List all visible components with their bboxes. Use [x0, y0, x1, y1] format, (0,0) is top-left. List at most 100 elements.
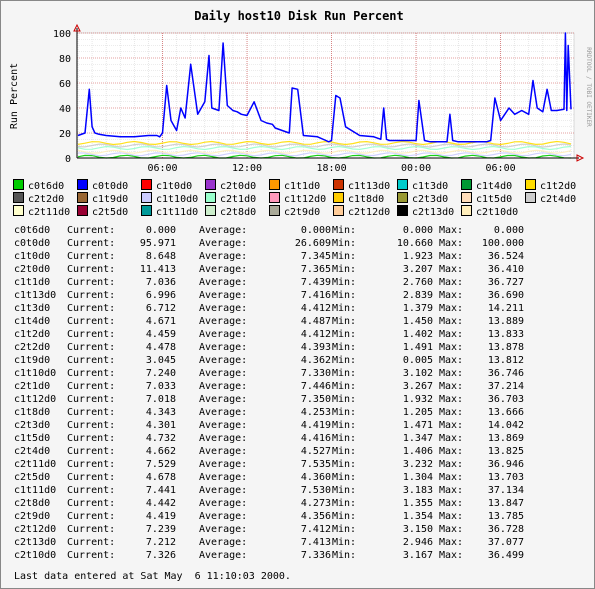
current-value: 7.239: [145, 524, 176, 535]
legend-label: c2t9d0: [284, 207, 321, 218]
current-label: Current:: [67, 225, 116, 236]
stats-row: c2t11d0 Current: 7.529 Average: 7.535 Min: 3.2…: [14, 458, 594, 471]
max-label: Max:: [439, 446, 464, 457]
min-value: 3.150: [402, 524, 433, 535]
legend-label: c0t6d0: [28, 181, 65, 192]
legend-item: c2t13d0: [397, 205, 454, 219]
max-value: 13.666: [487, 407, 524, 418]
average-value: 4.360: [300, 472, 331, 483]
axes: 0 20 40 60 80 100 06:00 12:00 18:00 00:00 06:00: [53, 23, 585, 174]
average-value: 7.530: [300, 485, 331, 496]
legend-swatch: [333, 205, 344, 216]
max-value: 13.878: [487, 342, 524, 353]
legend-swatch: [461, 205, 472, 216]
max-label: Max:: [439, 459, 464, 470]
average-label: Average:: [199, 459, 248, 470]
x-tick-label: 12:00: [232, 163, 262, 174]
average-label: Average:: [199, 407, 248, 418]
current-label: Current:: [67, 290, 116, 301]
legend-label: c2t1d0: [220, 194, 257, 205]
y-tick-label: 20: [59, 129, 71, 140]
current-value: 3.045: [145, 355, 176, 366]
max-value: 0.000: [493, 225, 524, 236]
y-tick-label: 80: [59, 54, 71, 65]
current-label: Current:: [67, 251, 116, 262]
max-value: 13.833: [487, 329, 524, 340]
current-value: 4.459: [145, 329, 176, 340]
current-label: Current:: [67, 420, 116, 431]
average-label: Average:: [199, 472, 248, 483]
max-label: Max:: [439, 433, 464, 444]
y-tick-label: 40: [59, 104, 71, 115]
legend-item: c2t3d0: [397, 192, 448, 206]
legend-label: c2t12d0: [348, 207, 391, 218]
disk-name: c2t0d0: [14, 264, 51, 275]
legend-item: c2t2d0: [13, 192, 64, 206]
average-value: 7.446: [300, 381, 331, 392]
average-label: Average:: [199, 316, 248, 327]
stats-row: c0t0d0 Current: 95.971 Average: 26.609 Min: 10…: [14, 237, 594, 250]
min-label: Min:: [332, 355, 357, 366]
stats-row: c2t3d0 Current: 4.301 Average: 4.419 Min: 1.47…: [14, 419, 594, 432]
max-value: 36.410: [487, 264, 524, 275]
stats-row: c2t10d0 Current: 7.326 Average: 7.336 Min: 3.1…: [14, 549, 594, 562]
max-value: 13.703: [487, 472, 524, 483]
stats-row: c1t11d0 Current: 7.441 Average: 7.530 Min: 3.1…: [14, 484, 594, 497]
min-value: 2.839: [402, 290, 433, 301]
average-label: Average:: [199, 446, 248, 457]
stats-row: c2t12d0 Current: 7.239 Average: 7.412 Min: 3.1…: [14, 523, 594, 536]
min-value: 1.450: [402, 316, 433, 327]
legend-item: c1t9d0: [77, 192, 128, 206]
legend-swatch: [13, 205, 24, 216]
average-value: 4.362: [300, 355, 331, 366]
disk-name: c2t11d0: [14, 459, 57, 470]
disk-name: c2t13d0: [14, 537, 57, 548]
disk-name: c2t8d0: [14, 498, 51, 509]
current-label: Current:: [67, 537, 116, 548]
max-value: 13.825: [487, 446, 524, 457]
min-label: Min:: [332, 238, 357, 249]
average-label: Average:: [199, 498, 248, 509]
max-label: Max:: [439, 342, 464, 353]
average-label: Average:: [199, 420, 248, 431]
current-label: Current:: [67, 498, 116, 509]
y-axis-arrow-icon: [73, 23, 81, 32]
min-value: 3.232: [402, 459, 433, 470]
current-value: 4.671: [145, 316, 176, 327]
low-disk-line: [77, 145, 572, 151]
average-value: 4.527: [300, 446, 331, 457]
average-value: 4.487: [300, 316, 331, 327]
average-value: 4.412: [300, 303, 331, 314]
current-label: Current:: [67, 472, 116, 483]
current-label: Current:: [67, 446, 116, 457]
low-disk-line: [77, 140, 572, 146]
disk-name: c2t10d0: [14, 550, 57, 561]
disk-name: c1t3d0: [14, 303, 51, 314]
min-value: 2.760: [402, 277, 433, 288]
legend-swatch: [205, 205, 216, 216]
low-disk-line: [77, 149, 572, 154]
average-value: 7.330: [300, 368, 331, 379]
legend-swatch: [77, 179, 88, 190]
legend-swatch: [269, 205, 280, 216]
legend-swatch: [205, 179, 216, 190]
disk-name: c0t6d0: [14, 225, 51, 236]
max-label: Max:: [439, 550, 464, 561]
min-value: 0.000: [402, 225, 433, 236]
legend-item: c2t4d0: [525, 192, 576, 206]
legend-item: c2t0d0: [205, 179, 256, 193]
max-label: Max:: [439, 238, 464, 249]
current-value: 7.441: [145, 485, 176, 496]
disk-name: c1t8d0: [14, 407, 51, 418]
max-label: Max:: [439, 316, 464, 327]
min-label: Min:: [332, 251, 357, 262]
legend-label: c1t11d0: [156, 207, 199, 218]
max-value: 36.946: [487, 459, 524, 470]
average-value: 7.535: [300, 459, 331, 470]
current-value: 11.413: [139, 264, 176, 275]
average-label: Average:: [199, 394, 248, 405]
min-label: Min:: [332, 537, 357, 548]
x-tick-label: 06:00: [147, 163, 177, 174]
average-value: 7.345: [300, 251, 331, 262]
